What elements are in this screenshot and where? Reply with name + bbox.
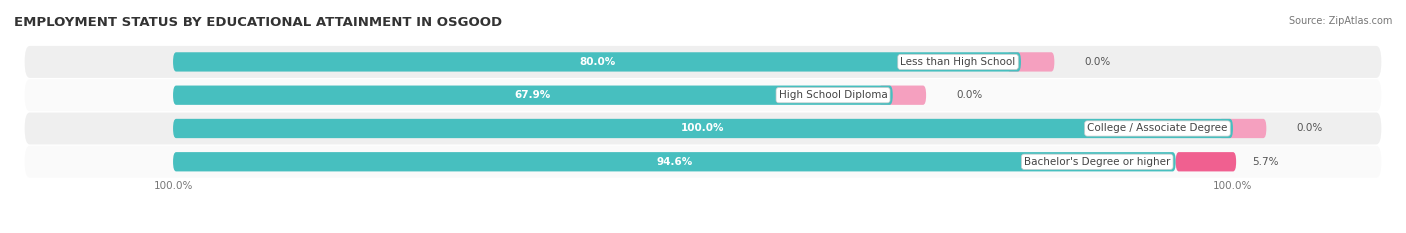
FancyBboxPatch shape — [25, 46, 1381, 78]
Text: 80.0%: 80.0% — [579, 57, 616, 67]
FancyBboxPatch shape — [1219, 119, 1267, 138]
Text: EMPLOYMENT STATUS BY EDUCATIONAL ATTAINMENT IN OSGOOD: EMPLOYMENT STATUS BY EDUCATIONAL ATTAINM… — [14, 16, 502, 29]
FancyBboxPatch shape — [173, 86, 893, 105]
FancyBboxPatch shape — [1175, 152, 1236, 171]
Text: 67.9%: 67.9% — [515, 90, 551, 100]
Text: Bachelor's Degree or higher: Bachelor's Degree or higher — [1024, 157, 1170, 167]
Text: 0.0%: 0.0% — [956, 90, 983, 100]
FancyBboxPatch shape — [879, 86, 927, 105]
Text: 100.0%: 100.0% — [1213, 181, 1253, 191]
Text: 5.7%: 5.7% — [1251, 157, 1278, 167]
FancyBboxPatch shape — [1007, 52, 1054, 72]
Legend: In Labor Force, Unemployed: In Labor Force, Unemployed — [512, 231, 702, 233]
FancyBboxPatch shape — [173, 119, 1233, 138]
FancyBboxPatch shape — [25, 79, 1381, 111]
Text: 0.0%: 0.0% — [1084, 57, 1111, 67]
FancyBboxPatch shape — [173, 152, 1175, 171]
Text: 100.0%: 100.0% — [153, 181, 193, 191]
Text: High School Diploma: High School Diploma — [779, 90, 887, 100]
Text: Less than High School: Less than High School — [900, 57, 1015, 67]
FancyBboxPatch shape — [173, 52, 1021, 72]
Text: 0.0%: 0.0% — [1296, 123, 1323, 134]
Text: Source: ZipAtlas.com: Source: ZipAtlas.com — [1288, 16, 1392, 26]
Text: 100.0%: 100.0% — [682, 123, 724, 134]
FancyBboxPatch shape — [25, 146, 1381, 178]
Text: 94.6%: 94.6% — [657, 157, 693, 167]
FancyBboxPatch shape — [25, 113, 1381, 144]
Text: College / Associate Degree: College / Associate Degree — [1087, 123, 1227, 134]
